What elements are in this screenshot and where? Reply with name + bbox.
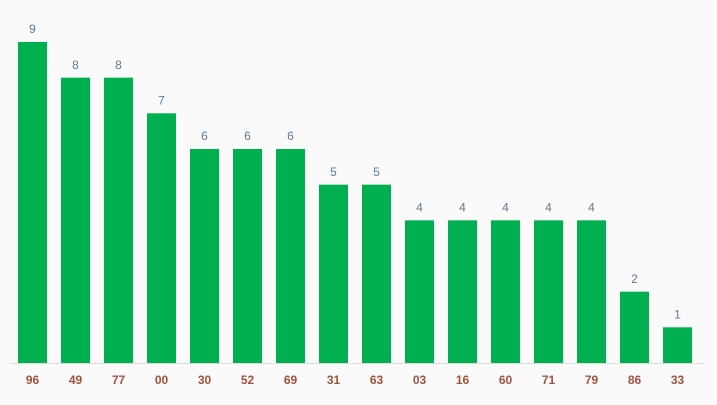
value-label: 8 bbox=[115, 58, 122, 72]
x-tick-label: 63 bbox=[370, 373, 384, 387]
x-tick-label: 49 bbox=[69, 373, 83, 387]
bar bbox=[620, 291, 649, 363]
bar bbox=[276, 149, 305, 363]
x-tick-label: 00 bbox=[155, 373, 169, 387]
bar bbox=[534, 220, 563, 363]
x-tick-label: 86 bbox=[628, 373, 642, 387]
value-label: 2 bbox=[631, 272, 638, 286]
bar bbox=[448, 220, 477, 363]
x-tick-label: 33 bbox=[671, 373, 685, 387]
x-tick-label: 30 bbox=[198, 373, 212, 387]
x-tick-label: 96 bbox=[26, 373, 40, 387]
x-tick-label: 60 bbox=[499, 373, 513, 387]
bar bbox=[233, 149, 262, 363]
value-label: 5 bbox=[373, 165, 380, 179]
value-label: 6 bbox=[287, 129, 294, 143]
x-tick-label: 77 bbox=[112, 373, 126, 387]
x-tick-label: 31 bbox=[327, 373, 341, 387]
bar bbox=[319, 184, 348, 363]
bar bbox=[405, 220, 434, 363]
bar bbox=[362, 184, 391, 363]
x-tick-label: 79 bbox=[585, 373, 599, 387]
value-label: 1 bbox=[674, 308, 681, 322]
x-tick-label: 16 bbox=[456, 373, 470, 387]
value-label: 5 bbox=[330, 165, 337, 179]
bar bbox=[190, 149, 219, 363]
value-label: 4 bbox=[459, 201, 466, 215]
bar bbox=[104, 77, 133, 364]
value-label: 6 bbox=[244, 129, 251, 143]
bar bbox=[18, 42, 47, 363]
x-tick-label: 69 bbox=[284, 373, 298, 387]
bar bbox=[663, 327, 692, 363]
value-label: 6 bbox=[201, 129, 208, 143]
value-label: 4 bbox=[588, 201, 595, 215]
value-label: 7 bbox=[158, 94, 165, 108]
bar bbox=[147, 113, 176, 363]
bar bbox=[61, 77, 90, 364]
value-label: 4 bbox=[545, 201, 552, 215]
x-tick-label: 71 bbox=[542, 373, 556, 387]
x-tick-label: 03 bbox=[413, 373, 427, 387]
x-tick-label: 52 bbox=[241, 373, 255, 387]
value-label: 8 bbox=[72, 58, 79, 72]
value-label: 4 bbox=[416, 201, 423, 215]
bar bbox=[491, 220, 520, 363]
bar bbox=[577, 220, 606, 363]
value-label: 9 bbox=[29, 22, 36, 36]
value-label: 4 bbox=[502, 201, 509, 215]
